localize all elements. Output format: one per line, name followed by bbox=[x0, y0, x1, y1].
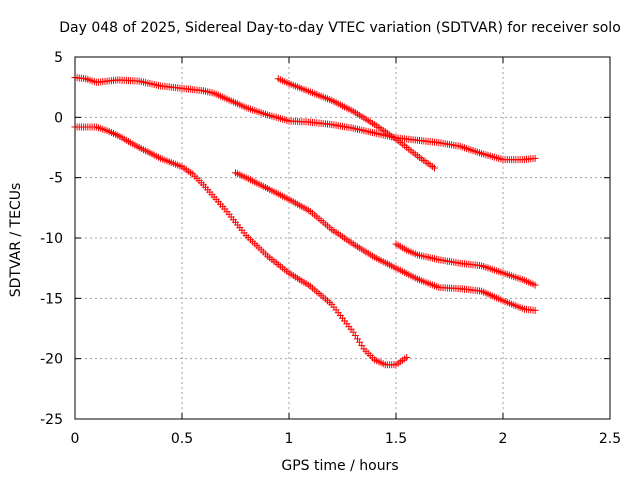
y-tick-label: -20 bbox=[40, 352, 63, 368]
series-track-3 bbox=[274, 75, 438, 172]
data-point-marker bbox=[403, 354, 411, 361]
y-axis-label: SDTVAR / TECUs bbox=[8, 183, 24, 298]
y-tick-label: -15 bbox=[40, 291, 63, 307]
y-tick-label: -25 bbox=[40, 412, 63, 428]
y-tick-label: -5 bbox=[49, 171, 63, 187]
data-point-marker bbox=[531, 281, 539, 289]
x-tick-label: 2.5 bbox=[599, 431, 621, 447]
axis-ticks: 0 0.5 1 1.5 2 2.5 -25 -20 -15 -10 -5 0 5 bbox=[40, 50, 621, 447]
series-track-4 bbox=[232, 169, 539, 314]
x-tick-label: 0.5 bbox=[171, 431, 193, 447]
plot-frame bbox=[74, 56, 611, 420]
x-axis-label: GPS time / hours bbox=[281, 458, 398, 474]
grid bbox=[75, 57, 610, 419]
data-series bbox=[71, 74, 539, 369]
y-tick-label: 0 bbox=[54, 110, 63, 126]
x-tick-label: 1.5 bbox=[385, 431, 407, 447]
data-point-marker bbox=[531, 306, 539, 314]
data-point-marker bbox=[531, 154, 539, 162]
series-track-2 bbox=[71, 123, 411, 369]
series-track-5 bbox=[392, 240, 539, 289]
y-tick-label: -10 bbox=[40, 231, 63, 247]
series-track-1 bbox=[71, 74, 539, 164]
x-tick-label: 0 bbox=[71, 431, 80, 447]
y-tick-label: 5 bbox=[54, 50, 63, 66]
chart-title: Day 048 of 2025, Sidereal Day-to-day VTE… bbox=[59, 20, 621, 36]
data-point-marker bbox=[431, 164, 438, 172]
x-tick-label: 1 bbox=[285, 431, 294, 447]
x-tick-label: 2 bbox=[499, 431, 508, 447]
